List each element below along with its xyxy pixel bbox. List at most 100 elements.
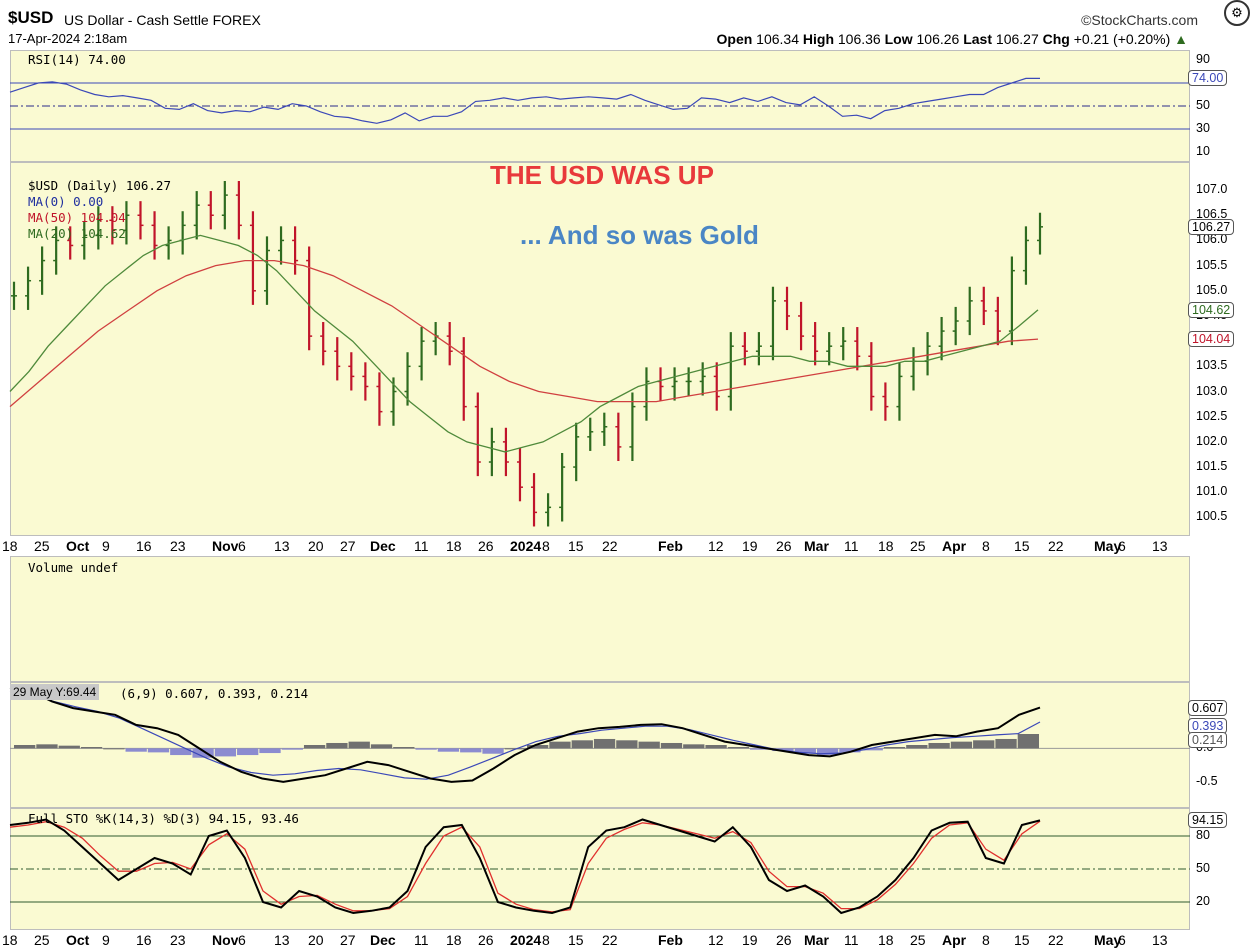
x-tick-label: 6 xyxy=(238,932,246,948)
x-axis-top: 18 25 Oct 9 16 23 Nov 6 13 20 27 Dec 11 18 26 2024 8 15 22… xyxy=(0,538,1200,556)
macd-hist-bar xyxy=(1017,734,1039,749)
macd-hist-bar xyxy=(816,748,839,756)
x-tick-label: 15 xyxy=(568,538,584,554)
x-tick-label: 22 xyxy=(602,932,618,948)
x-tick-label: 13 xyxy=(1152,538,1168,554)
chart-date: 17-Apr-2024 2:18am xyxy=(8,31,128,46)
macd-hist-bar xyxy=(616,740,638,749)
x-tick-label: 25 xyxy=(34,932,50,948)
x-tick-label: 13 xyxy=(274,932,290,948)
sto-d-line xyxy=(9,820,1041,913)
macd-hist-bar xyxy=(58,745,80,749)
x-tick-label: Apr xyxy=(942,538,967,554)
rsi-tick-label: 10 xyxy=(1196,144,1210,158)
legend-ma0: MA(0) 0.00 xyxy=(28,194,104,209)
sto-k-line xyxy=(9,818,1041,915)
price-tick-label: 105.0 xyxy=(1196,282,1228,297)
x-tick-label: 25 xyxy=(910,932,926,948)
brand-logo[interactable]: ©StockCharts.com xyxy=(1081,12,1198,28)
macd-hist-bar xyxy=(839,748,861,753)
macd-hist-bar xyxy=(326,742,348,749)
macd-hist-bar xyxy=(415,748,437,750)
price-tick-label: 103.5 xyxy=(1196,358,1228,373)
x-tick-label: 26 xyxy=(478,538,494,554)
x-tick-label: 18 xyxy=(878,538,894,554)
x-tick-label: 18 xyxy=(2,538,18,554)
price-tick-label: 105.5 xyxy=(1196,257,1228,272)
last-label: Last xyxy=(963,31,993,47)
macd-hist-bar xyxy=(705,745,727,749)
x-tick-label: 9 xyxy=(102,538,110,554)
macd-hist-bar xyxy=(281,748,303,750)
macd-hist-bar xyxy=(259,748,281,754)
ma50-line xyxy=(9,259,1039,408)
price-tick-label: 100.5 xyxy=(1196,509,1228,524)
macd-title: (6,9) 0.607, 0.393, 0.214 xyxy=(120,686,309,701)
macd-hist-bar xyxy=(527,745,549,749)
rsi-tick-label: 50 xyxy=(1196,98,1210,112)
price-tick-label: 102.5 xyxy=(1196,408,1228,423)
x-tick-label: 2024 xyxy=(510,538,542,554)
macd-hist-bar xyxy=(437,748,460,752)
macd-hist-bar xyxy=(571,740,593,749)
x-tick-label: 11 xyxy=(844,932,859,948)
macd-hist-bar xyxy=(794,748,816,754)
x-tick-label: 16 xyxy=(136,932,152,948)
x-tick-label: 15 xyxy=(1014,538,1030,554)
x-tick-label: 15 xyxy=(1014,932,1030,948)
x-tick-label: 8 xyxy=(542,932,550,948)
x-tick-label: 8 xyxy=(982,538,990,554)
rsi-tick-label: 30 xyxy=(1196,121,1210,135)
chg-label: Chg xyxy=(1042,31,1070,47)
settings-icon[interactable]: ⚙ xyxy=(1224,0,1250,26)
high-label: High xyxy=(802,31,834,47)
rsi-tick-label: 90 xyxy=(1196,52,1210,66)
x-tick-label: 23 xyxy=(170,538,186,554)
x-tick-label: 25 xyxy=(34,538,50,554)
macd-hist-bar xyxy=(727,747,750,749)
ma50-value-box: 104.04 xyxy=(1188,331,1235,348)
sto-title: Full STO %K(14,3) %D(3) 94.15, 93.46 xyxy=(28,811,299,826)
x-tick-label: 11 xyxy=(414,932,429,948)
sto-tick-label: 20 xyxy=(1196,894,1210,908)
x-tick-label: 22 xyxy=(602,538,618,554)
sto-k-value-box: 94.15 xyxy=(1188,812,1228,829)
x-tick-label: 27 xyxy=(340,538,356,554)
x-tick-label: 19 xyxy=(742,538,758,554)
x-tick-label: 11 xyxy=(414,538,429,554)
macd-hist-bar xyxy=(80,747,103,749)
open-value: 106.34 xyxy=(756,31,799,47)
x-tick-label: 18 xyxy=(446,538,462,554)
x-tick-label: 15 xyxy=(568,932,584,948)
x-tick-label: Mar xyxy=(804,932,829,948)
macd-hist-bar xyxy=(170,748,192,756)
x-tick-label: May xyxy=(1094,538,1122,554)
macd-hist-bar xyxy=(36,744,58,749)
price-tick-label: 106.5 xyxy=(1196,207,1228,222)
macd-hist-bar xyxy=(772,748,794,752)
sto-tick-label: 50 xyxy=(1196,861,1210,875)
macd-hist-bar xyxy=(303,745,326,749)
annotation-usd-up: THE USD WAS UP xyxy=(490,160,714,190)
x-tick-label: 19 xyxy=(742,932,758,948)
x-tick-label: 20 xyxy=(308,932,324,948)
macd-hist-bar xyxy=(237,748,259,756)
quote-line: Open 106.34 High 106.36 Low 106.26 Last … xyxy=(717,31,1189,47)
x-tick-label: 22 xyxy=(1048,538,1064,554)
x-tick-label: 16 xyxy=(136,538,152,554)
x-tick-label: Feb xyxy=(658,538,683,554)
macd-hist-bar xyxy=(460,748,482,753)
sto-plot xyxy=(9,818,1190,915)
x-tick-label: 12 xyxy=(708,932,724,948)
macd-hist-bar xyxy=(861,748,883,751)
legend-ma50: MA(50) 104.04 xyxy=(28,210,126,225)
price-tick-label: 107.0 xyxy=(1196,182,1228,197)
x-tick-label: 23 xyxy=(170,932,186,948)
macd-hist-bar xyxy=(906,745,928,749)
hist-value-box: 0.214 xyxy=(1188,732,1228,748)
hover-tooltip: 29 May Y:69.44 xyxy=(10,684,100,700)
x-tick-label: 26 xyxy=(776,932,792,948)
legend-ma20: MA(20) 104.62 xyxy=(28,226,126,241)
x-tick-label: 12 xyxy=(708,538,724,554)
x-tick-label: 6 xyxy=(1118,538,1126,554)
